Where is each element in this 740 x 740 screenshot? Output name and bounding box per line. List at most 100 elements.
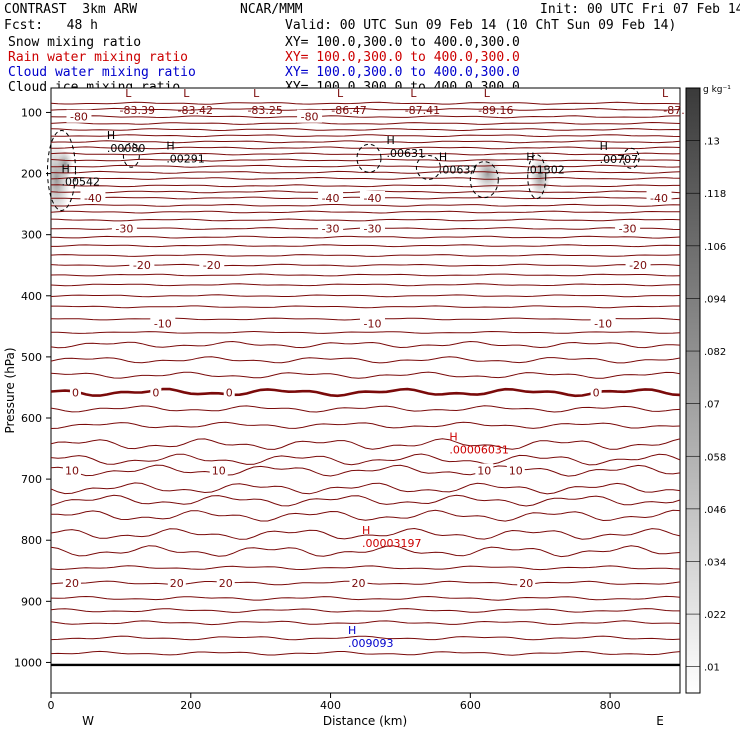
low-marker: L [253, 87, 260, 100]
field-cloud-water-label: Cloud water mixing ratio [8, 65, 196, 80]
isotherm-line [51, 509, 680, 522]
contour-label-bg [150, 385, 162, 399]
contour-label-bg [199, 258, 225, 272]
isotherm-line [51, 650, 680, 656]
isotherm-line [51, 134, 680, 138]
contour-lines [51, 101, 680, 656]
contour-label-bg [129, 258, 155, 272]
low-marker: L [183, 87, 190, 100]
contour-label-bg [69, 385, 81, 399]
contour-label: 10 [65, 465, 79, 478]
ice-contour [122, 142, 140, 168]
field-snow-label: Snow mixing ratio [8, 35, 142, 50]
colorbar-label: .022 [704, 610, 726, 621]
isotherm-line [51, 371, 680, 379]
contour-label: -10 [364, 317, 382, 330]
ice-shade-blob [473, 155, 502, 192]
field-rain-xy: XY= 100.0,300.0 to 400.0,300.0 [285, 50, 520, 65]
isotherm-line [51, 158, 680, 162]
isotherm-line [51, 635, 680, 641]
isotherm-line [51, 305, 680, 309]
x-tick-label: 200 [180, 699, 201, 712]
contour-label-bg [223, 385, 235, 399]
contour-label: -10 [154, 317, 172, 330]
isotherm-line [51, 620, 680, 626]
ice-high-value: .00291 [166, 152, 205, 165]
low-value: -87.41 [405, 104, 440, 117]
y-tick-label: 900 [21, 595, 42, 608]
low-value: -86.47 [331, 104, 366, 117]
isotherm-line [51, 235, 680, 239]
low-value: -83.39 [120, 104, 155, 117]
isotherm-line [51, 184, 680, 188]
contour-label: -40 [322, 192, 340, 205]
isotherm-line [51, 565, 680, 571]
isotherm-line [51, 152, 680, 156]
contour-label: -20 [133, 259, 151, 272]
west-label: W [82, 714, 94, 728]
isotherm-line [51, 218, 680, 222]
isotherm-line [51, 164, 680, 168]
contour-label: 10 [477, 465, 491, 478]
isotherm-line [51, 545, 680, 558]
contour-label: 20 [352, 577, 366, 590]
init-time: Init: 00 UTC Fri 07 Feb 14 [540, 2, 740, 17]
contour-label-bg [475, 463, 494, 477]
isotherm-line [51, 283, 680, 287]
colorbar-label: .07 [704, 400, 720, 411]
x-tick-label: 600 [460, 699, 481, 712]
isotherm-line [51, 527, 680, 540]
isotherm-line [51, 146, 680, 150]
y-tick-label: 400 [21, 290, 42, 303]
colorbar-label: .034 [704, 557, 726, 568]
contour-label-bg [359, 316, 385, 330]
isotherm-line [51, 210, 680, 214]
isotherm-line [51, 176, 680, 180]
contour-label-bg [297, 109, 323, 123]
ice-contours [46, 130, 640, 211]
isotherm-line [51, 482, 680, 495]
contour-label: 10 [212, 465, 226, 478]
rain-high-marker: H [449, 430, 457, 443]
contour-label: -40 [650, 192, 668, 205]
contour-label: 20 [65, 577, 79, 590]
colorbar-label: .082 [704, 347, 726, 358]
isotherm-line [51, 464, 680, 477]
contour-label: -80 [70, 111, 88, 124]
isotherm-line [51, 115, 680, 119]
contour-label-bg [209, 463, 228, 477]
contour-label: -20 [203, 259, 221, 272]
contour-label: 0 [152, 386, 159, 399]
isotherm-line [51, 356, 680, 364]
low-marker: L [337, 87, 344, 100]
colorbar-unit: g kg⁻¹ [703, 85, 731, 95]
low-value: -83.25 [247, 104, 282, 117]
colorbar-label: .046 [704, 505, 726, 516]
isotherm-line [51, 121, 680, 125]
contour-label: -30 [322, 223, 340, 236]
colorbar-label: .106 [704, 242, 726, 253]
low-value: -87. [663, 104, 684, 117]
isotherm-line [51, 203, 680, 207]
isotherm-line [51, 405, 680, 413]
contour-label-bg [625, 258, 651, 272]
ice-high-value: .00631 [386, 147, 425, 160]
isotherm-line [51, 608, 680, 613]
contour-label-bg [80, 191, 106, 204]
contour-label-bg [517, 576, 536, 589]
isotherm-line [51, 128, 680, 132]
valid-time: Valid: 00 UTC Sun 09 Feb 14 (10 ChT Sun … [285, 18, 677, 33]
cloud-water-high-value: .009093 [348, 637, 394, 650]
ice-high-value: .00542 [61, 176, 100, 189]
contour-label-bg [615, 221, 641, 235]
ice-high-value: .01302 [526, 163, 565, 176]
field-cloud-water-xy: XY= 100.0,300.0 to 400.0,300.0 [285, 65, 520, 80]
contour-label: -30 [115, 223, 133, 236]
chart-title: CONTRAST 3km ARW [4, 2, 138, 17]
contour-label-bg [111, 221, 137, 235]
colorbar-label: .094 [704, 294, 726, 305]
isotherm-line [51, 101, 680, 105]
colorbar-label: .058 [704, 452, 726, 463]
isotherm-line [51, 438, 680, 450]
contour-label: -80 [301, 111, 319, 124]
